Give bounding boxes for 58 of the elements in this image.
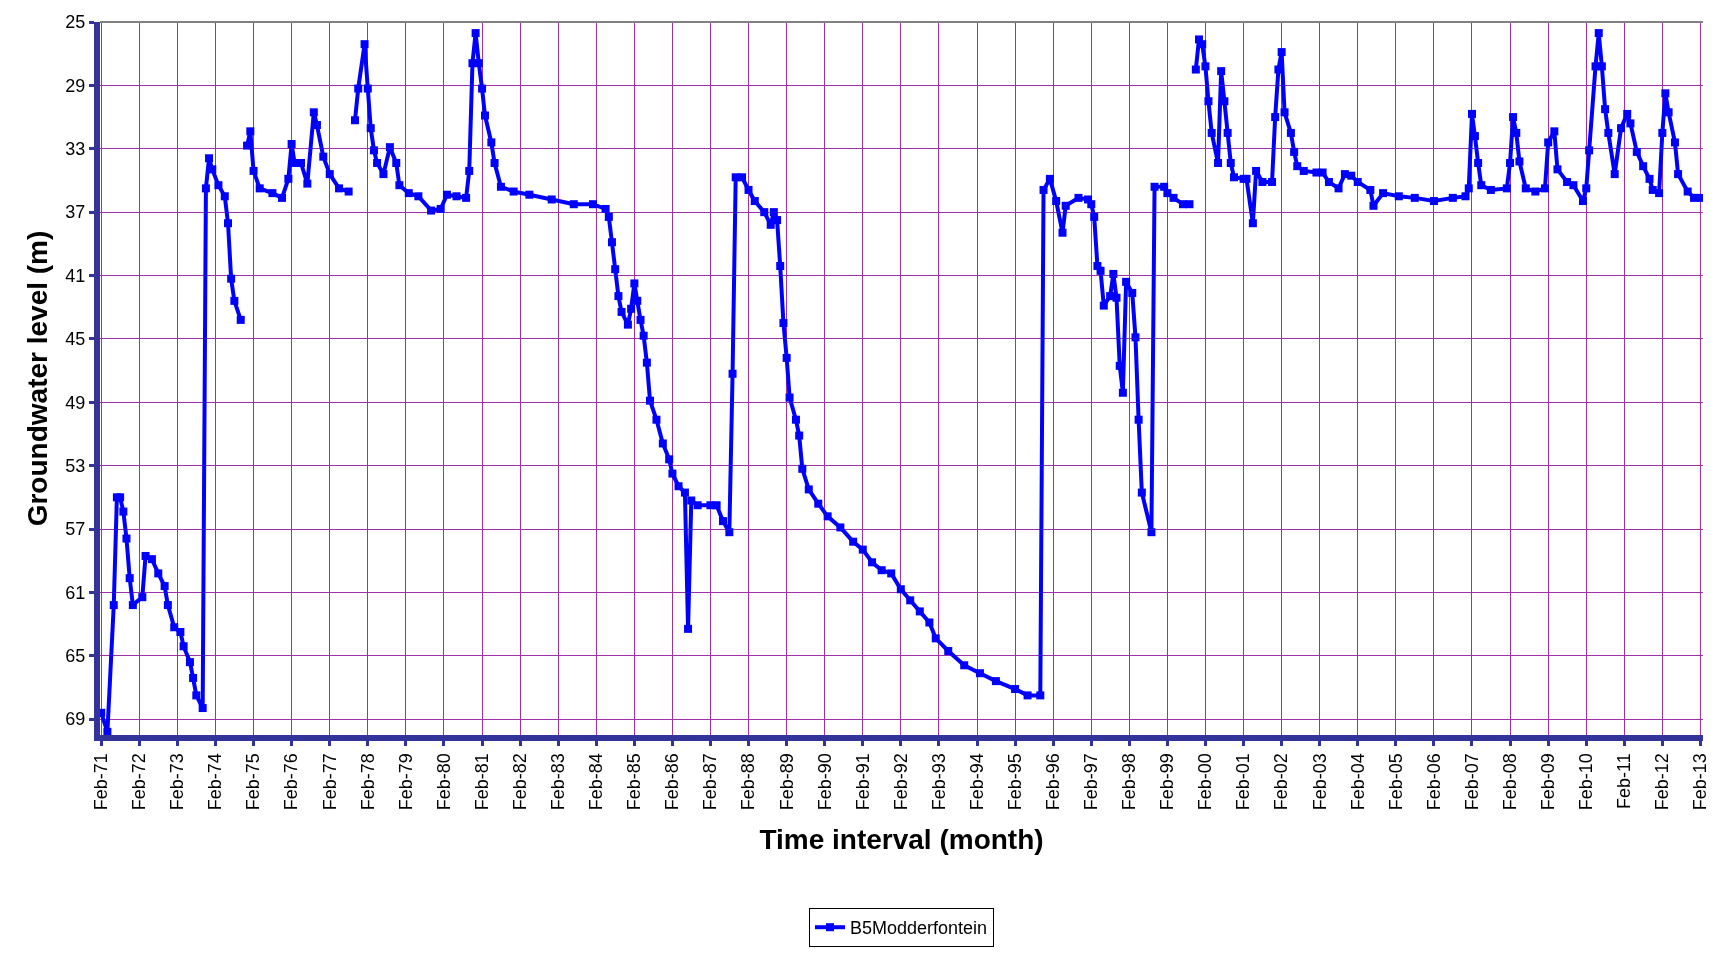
legend-label: B5Modderfontein <box>850 918 988 939</box>
x-tick-label: Feb-76 <box>281 753 302 811</box>
x-tick-label: Feb-97 <box>1081 753 1102 811</box>
y-tick-label: 57 <box>65 519 86 540</box>
x-tick-label: Feb-91 <box>852 753 873 811</box>
x-tick-label: Feb-93 <box>928 753 949 811</box>
x-axis-title: Time interval (month) <box>759 823 1044 855</box>
y-tick-label: 53 <box>65 455 86 476</box>
x-tick-label: Feb-10 <box>1576 753 1597 811</box>
x-tick-label: Feb-83 <box>548 753 569 811</box>
x-tick-label: Feb-71 <box>91 753 112 811</box>
x-tick-label: Feb-92 <box>890 753 911 811</box>
x-tick-label: Feb-05 <box>1385 753 1406 811</box>
x-tick-label: Feb-11 <box>1614 753 1635 809</box>
x-tick-label: Feb-73 <box>167 753 188 811</box>
x-tick-label: Feb-81 <box>471 753 492 811</box>
y-tick-label: 49 <box>65 392 86 413</box>
x-tick-label: Feb-78 <box>357 753 378 811</box>
x-tick-label: Feb-88 <box>738 753 759 811</box>
x-tick-label: Feb-77 <box>319 753 340 811</box>
y-tick-label: 29 <box>65 75 86 96</box>
y-tick-label: 41 <box>65 265 86 286</box>
x-tick-label: Feb-87 <box>700 753 721 811</box>
x-tick-label: Feb-90 <box>814 753 835 811</box>
x-tick-label: Feb-06 <box>1423 753 1444 811</box>
x-tick-label: Feb-72 <box>129 753 150 811</box>
x-tick-label: Feb-98 <box>1119 753 1140 811</box>
x-tick-label: Feb-04 <box>1347 753 1368 811</box>
y-tick-label: 69 <box>65 709 86 730</box>
x-tick-label: Feb-82 <box>509 753 530 811</box>
x-tick-label: Feb-01 <box>1233 753 1254 811</box>
y-tick-label: 61 <box>65 582 86 603</box>
y-tick-label: 45 <box>65 329 86 350</box>
x-tick-label: Feb-84 <box>586 753 607 811</box>
x-tick-label: Feb-09 <box>1538 753 1559 811</box>
x-tick-label: Feb-12 <box>1652 753 1673 811</box>
x-tick-label: Feb-80 <box>433 753 454 811</box>
x-tick-label: Feb-95 <box>1004 753 1025 811</box>
x-tick-label: Feb-96 <box>1042 753 1063 811</box>
x-tick-label: Feb-00 <box>1195 753 1216 811</box>
x-tick-label: Feb-08 <box>1499 753 1520 811</box>
x-tick-label: Feb-85 <box>624 753 645 811</box>
x-tick-label: Feb-79 <box>395 753 416 811</box>
x-tick-label: Feb-89 <box>776 753 797 811</box>
y-tick-label: 37 <box>65 202 86 223</box>
x-tick-label: Feb-03 <box>1309 753 1330 811</box>
x-tick-label: Feb-99 <box>1157 753 1178 811</box>
x-tick-label: Feb-75 <box>243 753 264 811</box>
x-tick-label: Feb-13 <box>1690 753 1711 811</box>
x-tick-label: Feb-94 <box>966 753 987 811</box>
x-tick-label: Feb-02 <box>1271 753 1292 811</box>
x-tick-label: Feb-86 <box>662 753 683 811</box>
y-tick-label: 33 <box>65 139 86 160</box>
y-tick-label: 65 <box>65 646 86 667</box>
x-tick-label: Feb-74 <box>205 753 226 811</box>
y-axis-title: Groundwater level (m) <box>21 230 53 527</box>
y-tick-label: 25 <box>65 12 86 33</box>
x-tick-label: Feb-07 <box>1461 753 1482 811</box>
